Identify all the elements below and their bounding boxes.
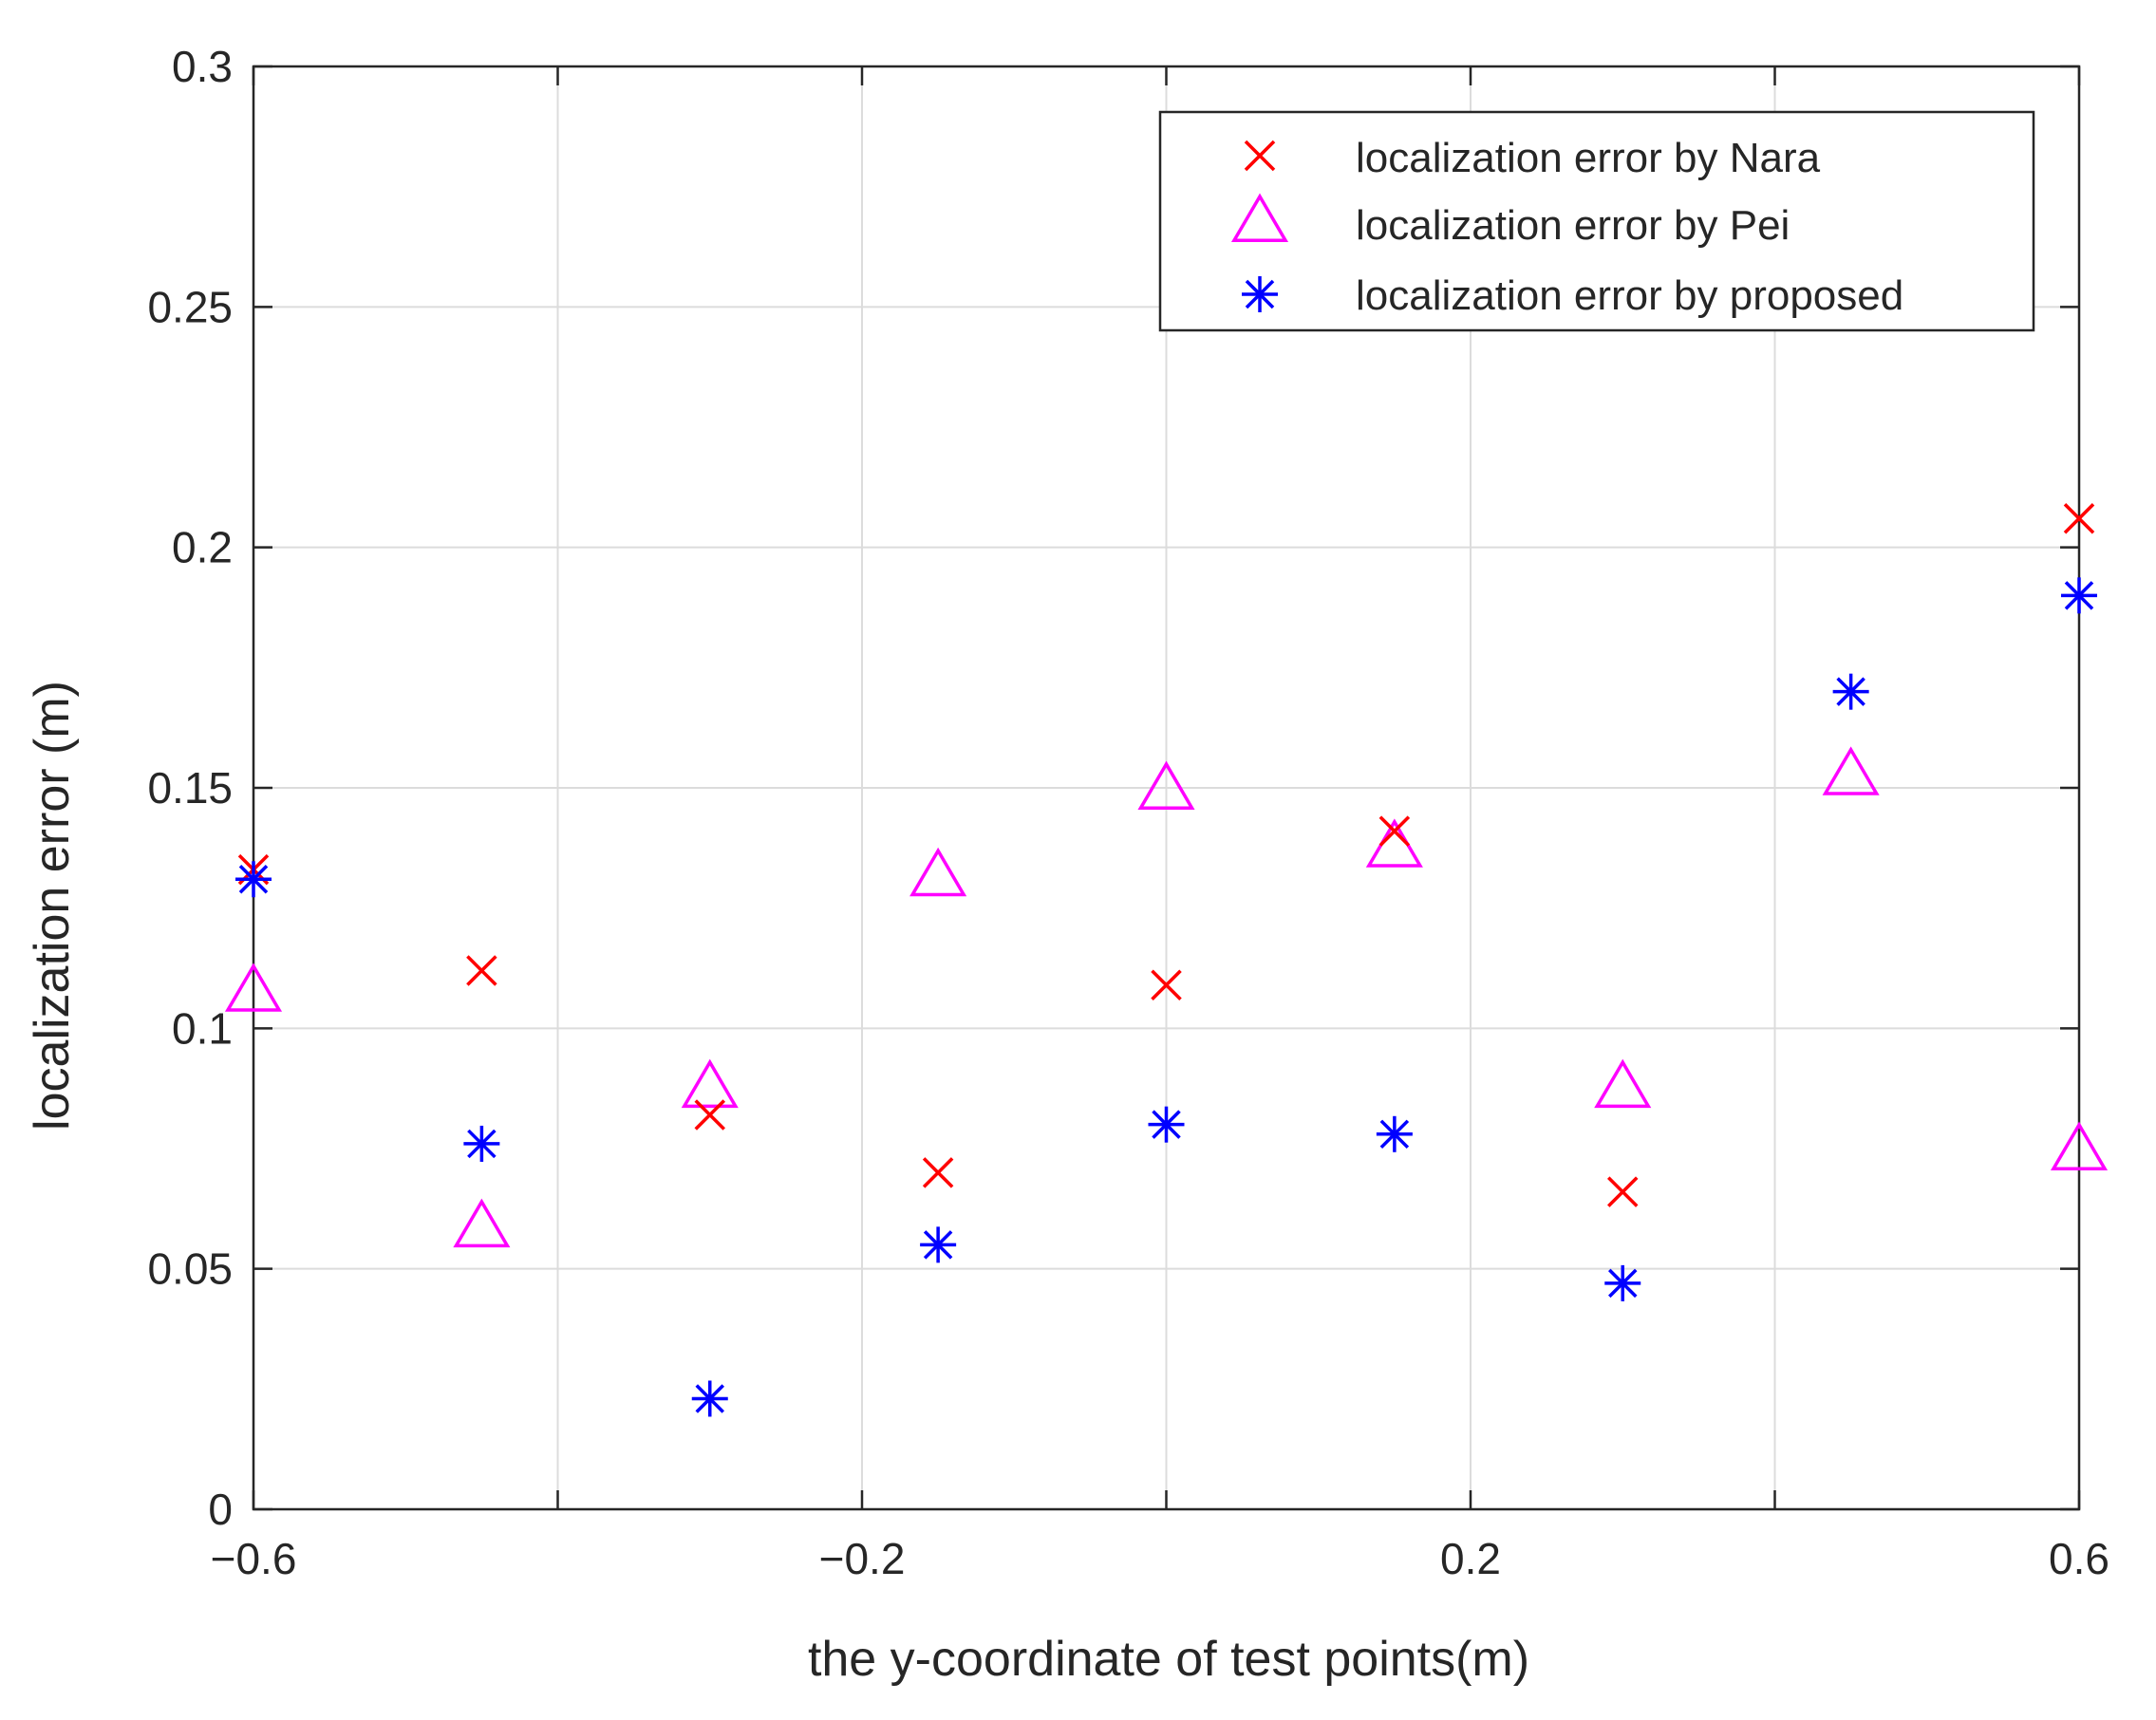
data-point-star [2061, 577, 2097, 614]
data-point-triangle [1594, 1058, 1652, 1109]
data-point-x [1607, 1176, 1639, 1207]
x-tick-label: −0.6 [211, 1534, 297, 1583]
x-tick-label: −0.2 [819, 1534, 906, 1583]
data-point-star [1604, 1264, 1641, 1301]
data-point-triangle [2050, 1121, 2109, 1170]
legend-entry-proposed: localization error by proposed [1356, 272, 1903, 319]
data-point-x [1151, 969, 1182, 1000]
legend-marker-star [1242, 276, 1278, 312]
y-tick-label: 0.25 [147, 282, 233, 331]
data-point-star [235, 861, 272, 898]
y-tick-label: 0 [208, 1485, 233, 1534]
axis-ticks: −0.6 −0.2 0.2 0.6 0 0.05 0.1 0.15 0.2 0.25 0.3 [147, 42, 2109, 1583]
y-tick-label: 0.15 [147, 763, 233, 813]
x-tick-label: 0.6 [2049, 1534, 2109, 1583]
legend: localization error by Nara localization … [1158, 110, 2035, 332]
data-markers [224, 503, 2109, 1417]
legend-marker-x [1244, 140, 1276, 172]
y-tick-label: 0.3 [172, 42, 233, 91]
data-point-x [466, 955, 497, 986]
x-axis-label: the y-coordinate of test points(m) [808, 1632, 1529, 1687]
data-point-triangle [453, 1198, 511, 1248]
legend-markers [1230, 140, 1289, 312]
data-point-star [463, 1125, 500, 1162]
legend-box [1158, 110, 2035, 332]
y-tick-label: 0.1 [172, 1003, 233, 1053]
data-point-triangle [909, 847, 967, 897]
data-point-x [922, 1157, 954, 1188]
data-point-triangle [1822, 746, 1880, 795]
y-tick-label: 0.2 [172, 523, 233, 572]
y-tick-label: 0.05 [147, 1244, 233, 1294]
legend-entry-pei: localization error by Pei [1356, 202, 1790, 249]
data-point-x [1378, 815, 1411, 847]
data-point-triangle [1137, 760, 1195, 810]
x-tick-label: 0.2 [1440, 1534, 1501, 1583]
data-point-x [2063, 503, 2095, 534]
data-point-star [920, 1226, 957, 1263]
y-axis-label: localization error (m) [25, 681, 80, 1131]
data-point-triangle [224, 963, 283, 1012]
data-point-star [691, 1380, 728, 1417]
data-point-star [1832, 673, 1869, 710]
data-point-triangle [681, 1058, 739, 1109]
data-point-star [1148, 1106, 1185, 1143]
data-point-star [1376, 1115, 1413, 1152]
data-point-x [694, 1099, 725, 1131]
legend-entry-nara: localization error by Nara [1356, 135, 1821, 181]
legend-marker-triangle [1230, 193, 1289, 242]
